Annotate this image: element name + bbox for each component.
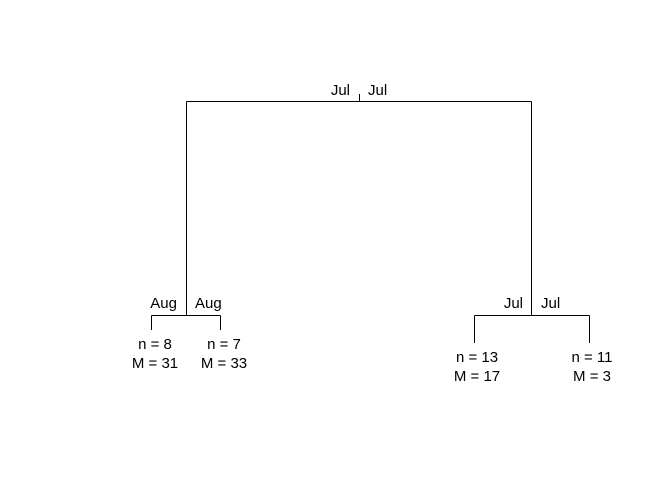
leaf-1-n: n = 8 xyxy=(138,336,172,353)
right-split-right-label: Jul xyxy=(541,295,560,312)
tree-edges xyxy=(151,94,590,343)
right-split-left-label: Jul xyxy=(504,295,523,312)
left-split-right-label: Aug xyxy=(195,295,222,312)
root-right-label: Jul xyxy=(368,82,387,99)
leaf-2-m: M = 33 xyxy=(201,355,247,372)
leaf-3-m: M = 17 xyxy=(454,368,500,385)
leaf-4-m: M = 3 xyxy=(573,368,611,385)
left-split-left-label: Aug xyxy=(150,295,177,312)
leaf-4-n: n = 11 xyxy=(571,349,612,366)
leaf-1-m: M = 31 xyxy=(132,355,178,372)
leaf-2-n: n = 7 xyxy=(207,336,241,353)
root-left-label: Jul xyxy=(331,82,350,99)
leaf-3-n: n = 13 xyxy=(456,349,498,366)
